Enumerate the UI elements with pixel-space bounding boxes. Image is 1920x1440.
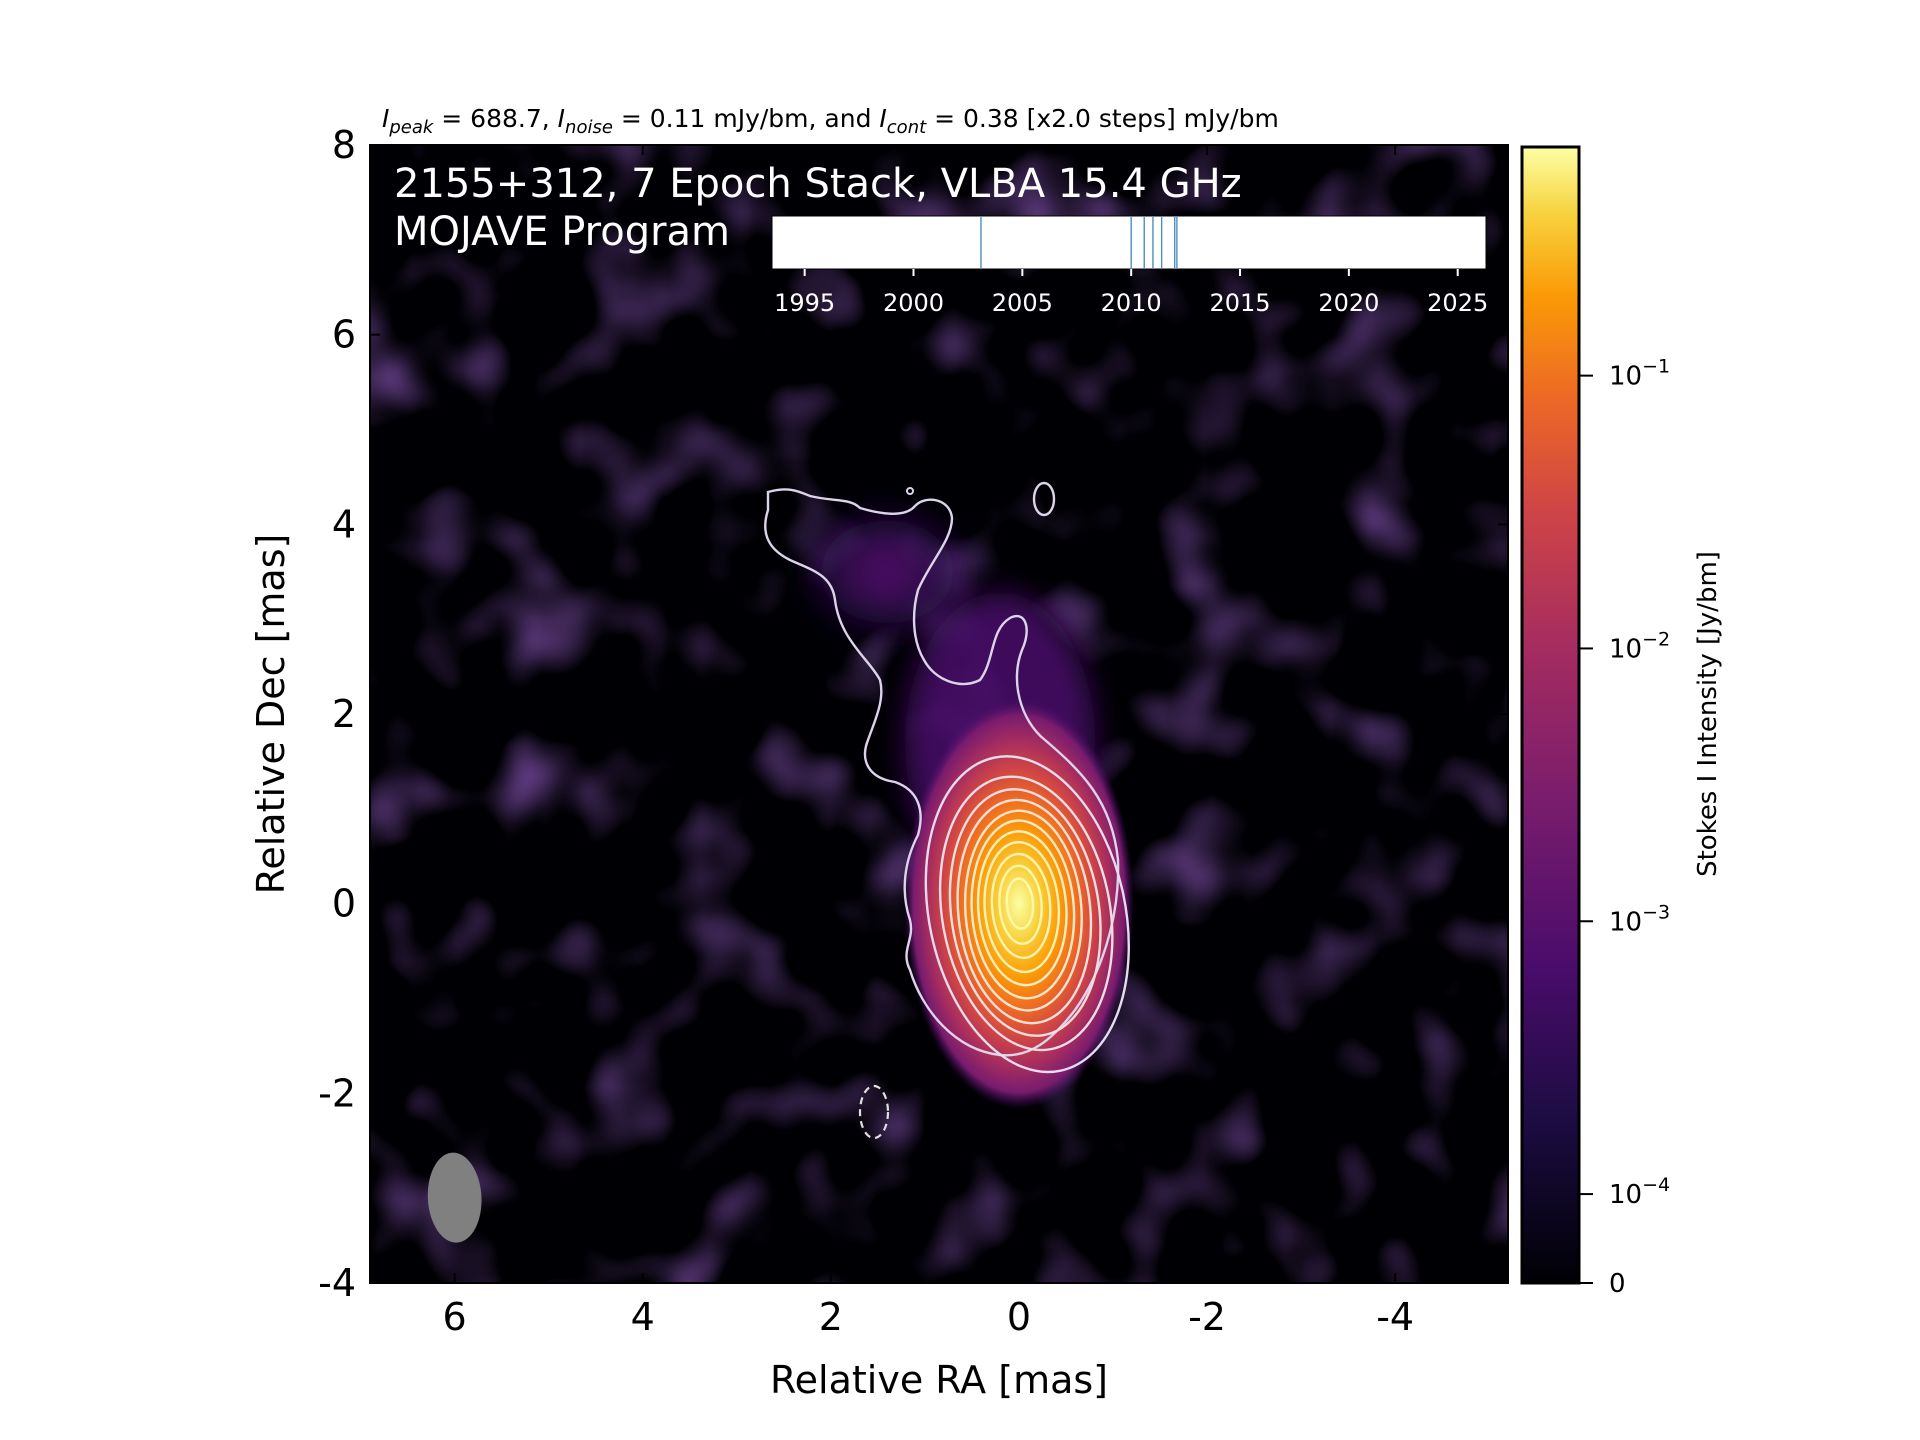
- epoch-tick-label: 2005: [992, 289, 1053, 317]
- contour-ring: [948, 788, 1102, 1037]
- y-axis-label: Relative Dec [mas]: [249, 534, 293, 895]
- contour-ring: [963, 809, 1083, 1012]
- x-tick-label: -4: [1376, 1295, 1414, 1339]
- contour-ring: [1005, 877, 1035, 930]
- contour-island: [1032, 481, 1056, 517]
- contour-ring: [976, 830, 1068, 987]
- plot-title-line2: MOJAVE Program: [394, 209, 730, 255]
- x-axis-label: Relative RA [mas]: [770, 1358, 1108, 1402]
- negative-contour: [858, 1084, 890, 1140]
- x-tick-label: 0: [1007, 1295, 1031, 1339]
- y-tick-label: 2: [332, 692, 356, 736]
- colorbar-tick-label: 0: [1609, 1269, 1626, 1299]
- contour-ring: [938, 775, 1114, 1052]
- x-tick-label: 2: [819, 1295, 843, 1339]
- y-tick-label: -2: [318, 1071, 356, 1115]
- epoch-inset-box: [771, 215, 1487, 270]
- epoch-tick-label: 2015: [1209, 289, 1270, 317]
- epoch-tick-label: 2020: [1318, 289, 1379, 317]
- cont-value: = 0.38 [x2.0 steps] mJy/bm: [926, 104, 1279, 133]
- noise-value: = 0.11 mJy/bm, and: [613, 104, 880, 133]
- colorbar-tick-label: 10−2: [1609, 628, 1670, 664]
- contour-island-small: [906, 487, 914, 495]
- plot-ticks: 6 4 2 0 -2 -4 -4 -2 0 2 4 6 8: [318, 123, 1508, 1339]
- y-tick-label: 0: [332, 882, 356, 926]
- contour-ring: [924, 755, 1130, 1074]
- epoch-tick-label: 2010: [1101, 289, 1162, 317]
- noise-symbol: I: [558, 104, 565, 133]
- y-tick-label: 6: [332, 313, 356, 357]
- colorbar-tick-label: 10−4: [1609, 1174, 1670, 1210]
- contour-ring: [983, 840, 1061, 974]
- jet-knot-outer: [797, 501, 978, 642]
- beam-shape: [427, 1152, 482, 1243]
- colorbar-ticks: 0 10−4 10−3 10−2 10−1: [1579, 356, 1670, 1299]
- y-tick-label: 4: [332, 502, 356, 546]
- beam-ellipse: [427, 1152, 482, 1243]
- epoch-timeline-inset: 1995 2000 2005 2010 2015 2020 2025: [771, 215, 1488, 317]
- peak-value: = 688.7,: [433, 104, 557, 133]
- peak-sub: peak: [388, 117, 435, 138]
- colorbar-label: Stokes I Intensity [Jy/bm]: [1693, 551, 1723, 877]
- epoch-tick-label: 2025: [1427, 289, 1488, 317]
- plot-title-line1: 2155+312, 7 Epoch Stack, VLBA 15.4 GHz: [394, 161, 1242, 207]
- cont-sub: cont: [887, 117, 927, 138]
- x-tick-label: 6: [443, 1295, 467, 1339]
- contour-ring: [956, 798, 1093, 1025]
- colorbar: 0 10−4 10−3 10−2 10−1 Stokes I Intensity [Jy…: [1520, 145, 1723, 1299]
- contour-ring: [970, 819, 1076, 1000]
- colorbar-gradient: [1520, 145, 1581, 1285]
- peak-symbol: I: [382, 104, 389, 133]
- epoch-tick-label: 2000: [883, 289, 944, 317]
- x-tick-label: -2: [1188, 1295, 1226, 1339]
- header-text: Ipeak = 688.7, Inoise = 0.11 mJy/bm, and…: [382, 104, 1279, 138]
- contour-outer: [764, 488, 1120, 1057]
- cont-symbol: I: [879, 104, 886, 133]
- y-tick-label: -4: [318, 1261, 356, 1305]
- x-tick-label: 4: [631, 1295, 655, 1339]
- image-panel: 6 4 2 0 -2 -4 -4 -2 0 2 4 6 8 2155+312, 7 Epoch Stac…: [318, 123, 1509, 1339]
- colorbar-tick-label: 10−1: [1609, 356, 1670, 392]
- epoch-tick-label: 1995: [774, 289, 835, 317]
- noise-sub: noise: [565, 117, 613, 138]
- contour-ring: [990, 852, 1052, 960]
- colorbar-tick-label: 10−3: [1609, 901, 1670, 937]
- contour-layer: [764, 481, 1130, 1140]
- contour-ring: [998, 864, 1043, 945]
- y-tick-label: 8: [332, 123, 356, 167]
